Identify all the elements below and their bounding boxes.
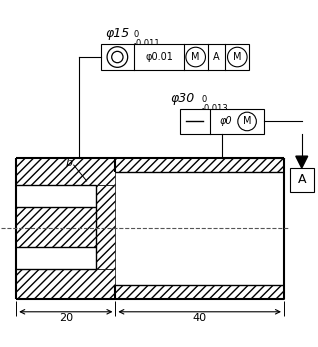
- Text: A: A: [213, 52, 220, 62]
- Bar: [290, 168, 314, 192]
- Text: -0.011: -0.011: [133, 39, 160, 48]
- Text: 0: 0: [133, 30, 138, 39]
- Text: φ30: φ30: [170, 92, 194, 104]
- Text: φ0.01: φ0.01: [145, 52, 173, 62]
- Text: 20: 20: [59, 313, 73, 323]
- Bar: [100, 44, 249, 70]
- Text: 40: 40: [193, 313, 207, 323]
- Bar: [16, 158, 115, 185]
- Text: A: A: [298, 174, 306, 186]
- Bar: [180, 109, 264, 134]
- Bar: [16, 207, 96, 247]
- Text: φ15: φ15: [106, 27, 130, 40]
- Text: φ0: φ0: [219, 117, 232, 126]
- Text: M: M: [243, 117, 251, 126]
- Text: M: M: [191, 52, 200, 62]
- Bar: [16, 269, 115, 299]
- Text: -0.013: -0.013: [202, 103, 228, 112]
- Text: M: M: [233, 52, 242, 62]
- Bar: [115, 285, 284, 299]
- Polygon shape: [296, 156, 308, 168]
- Text: b: b: [65, 158, 73, 168]
- Bar: [115, 158, 284, 172]
- Bar: [96, 185, 115, 269]
- Text: 0: 0: [202, 95, 207, 104]
